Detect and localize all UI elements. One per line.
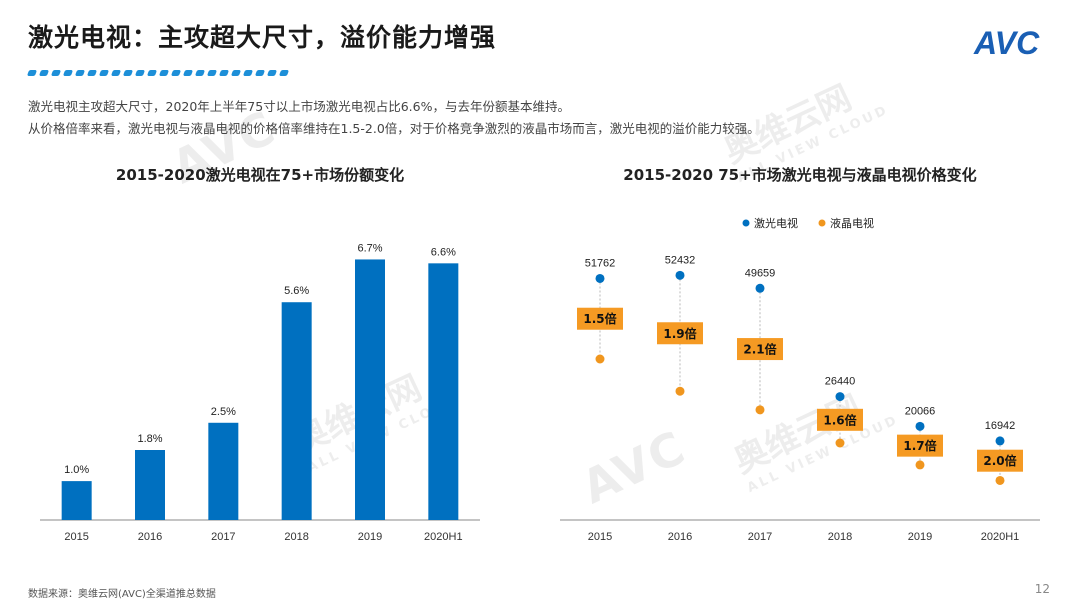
ratio-label: 1.5倍 <box>583 311 616 326</box>
laser-value-label: 16942 <box>985 420 1016 432</box>
laser-point-2018 <box>835 392 845 402</box>
bar-label: 1.8% <box>137 433 162 445</box>
laser-value-label: 51762 <box>585 257 616 269</box>
page-number: 12 <box>1034 582 1050 596</box>
ratio-label: 2.1倍 <box>743 342 776 357</box>
x-tick-label: 2018 <box>828 531 852 543</box>
price-chart-title: 2015-2020 75+市场激光电视与液晶电视价格变化 <box>623 166 977 184</box>
ratio-badge <box>897 434 943 457</box>
ratio-badge <box>977 449 1023 472</box>
bar-label: 6.7% <box>357 242 382 254</box>
laser-point-2017 <box>755 283 765 293</box>
bar-label: 5.6% <box>284 285 309 297</box>
laser-value-label: 49659 <box>745 267 776 279</box>
description-line-2: 从价格倍率来看，激光电视与液晶电视的价格倍率维持在1.5-2.0倍，对于价格竞争… <box>28 121 760 136</box>
legend-marker-laser <box>742 219 750 227</box>
bar-2019 <box>355 259 385 520</box>
lcd-point-2020H1 <box>995 475 1005 485</box>
ratio-badge <box>577 307 623 330</box>
laser-value-label: 26440 <box>825 376 856 388</box>
laser-point-2020H1 <box>995 436 1005 446</box>
bar-2016 <box>135 450 165 520</box>
x-tick-label: 2018 <box>284 531 308 543</box>
x-tick-label: 2016 <box>138 531 162 543</box>
x-tick-label: 2020H1 <box>424 531 463 543</box>
decorative-dashes <box>26 70 290 76</box>
x-tick-label: 2017 <box>748 531 772 543</box>
bar-label: 6.6% <box>431 246 456 258</box>
laser-value-label: 20066 <box>905 405 936 417</box>
ratio-badge <box>817 408 863 431</box>
ratio-label: 1.7倍 <box>903 438 936 453</box>
laser-point-2016 <box>675 270 685 280</box>
x-tick-label: 2015 <box>64 531 88 543</box>
ratio-label: 2.0倍 <box>983 453 1016 468</box>
x-tick-label: 2019 <box>358 531 382 543</box>
ratio-badge <box>737 338 783 361</box>
price-comparison-chart: 激光电视 液晶电视 51762 1.5倍 2015 52432 1.9倍 2016 49659 2… <box>560 216 1040 543</box>
page-title: 激光电视：主攻超大尺寸，溢价能力增强 <box>28 23 497 52</box>
x-tick-label: 2017 <box>211 531 235 543</box>
share-bar-chart: 1.0% 2015 1.8% 2016 2.5% 2017 5.6% 2018 6.7% 2019… <box>40 242 480 543</box>
lcd-point-2019 <box>915 460 925 470</box>
description-line-1: 激光电视主攻超大尺寸，2020年上半年75寸以上市场激光电视占比6.6%，与去年… <box>28 99 570 114</box>
x-tick-label: 2015 <box>588 531 612 543</box>
bar-2017 <box>208 422 239 520</box>
ratio-badge <box>657 322 703 345</box>
laser-point-2015 <box>595 273 605 283</box>
ratio-label: 1.9倍 <box>663 326 696 341</box>
legend: 激光电视 液晶电视 <box>742 216 874 230</box>
bar-chart-title: 2015-2020激光电视在75+市场份额变化 <box>115 166 405 184</box>
laser-point-2019 <box>915 421 925 431</box>
description: 激光电视主攻超大尺寸，2020年上半年75寸以上市场激光电视占比6.6%，与去年… <box>28 96 1058 140</box>
lcd-point-2018 <box>835 438 845 448</box>
lcd-point-2015 <box>595 354 605 364</box>
bar-label: 2.5% <box>211 406 236 418</box>
legend-label-lcd: 液晶电视 <box>830 216 874 230</box>
lcd-point-2016 <box>675 386 685 396</box>
x-tick-label: 2019 <box>908 531 932 543</box>
laser-value-label: 52432 <box>665 254 696 266</box>
lcd-point-2017 <box>755 405 765 415</box>
avc-logo: AVC <box>973 25 1040 61</box>
bar-2015 <box>61 481 92 520</box>
legend-marker-lcd <box>818 219 826 227</box>
legend-label-laser: 激光电视 <box>754 216 798 230</box>
ratio-label: 1.6倍 <box>823 412 856 427</box>
data-source: 数据来源：奥维云网(AVC)全渠道推总数据 <box>28 589 216 600</box>
x-tick-label: 2020H1 <box>981 531 1020 543</box>
x-tick-label: 2016 <box>668 531 692 543</box>
bar-2018 <box>281 302 312 520</box>
bar-2020H1 <box>428 263 459 520</box>
bar-label: 1.0% <box>64 464 89 476</box>
logo-text: AVC <box>973 25 1040 61</box>
